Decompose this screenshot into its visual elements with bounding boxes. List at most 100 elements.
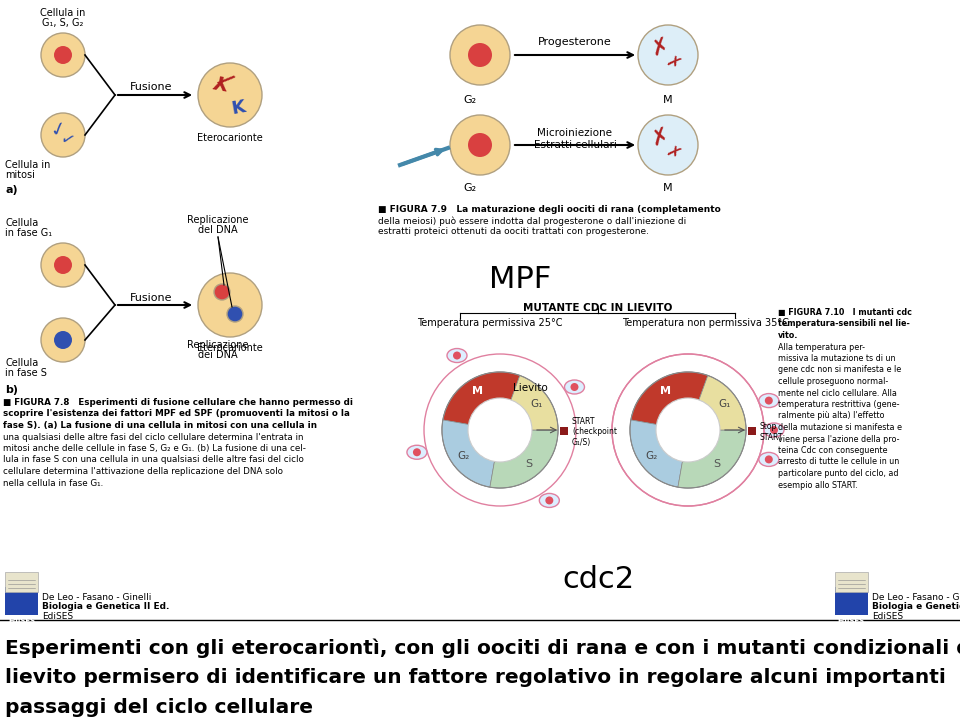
Text: nella cellula in fase G₁.: nella cellula in fase G₁. xyxy=(3,479,104,487)
Circle shape xyxy=(765,397,773,405)
Text: ■ FIGURA 7.8   Esperimenti di fusione cellulare che hanno permesso di: ■ FIGURA 7.8 Esperimenti di fusione cell… xyxy=(3,398,353,407)
Circle shape xyxy=(198,273,262,337)
Text: cdc2: cdc2 xyxy=(562,565,634,594)
Text: ✗: ✗ xyxy=(662,52,684,74)
Text: S: S xyxy=(525,460,533,469)
Text: Biologia e Genetica II Ed.: Biologia e Genetica II Ed. xyxy=(872,602,960,611)
Text: della mutazione si manifesta e: della mutazione si manifesta e xyxy=(778,423,902,432)
Wedge shape xyxy=(630,420,688,487)
Text: ✗: ✗ xyxy=(662,142,684,164)
Circle shape xyxy=(214,284,230,300)
Circle shape xyxy=(638,115,698,175)
Circle shape xyxy=(453,351,461,359)
Text: Estratti cellulari: Estratti cellulari xyxy=(534,140,616,150)
Text: START
(checkpoint
G₁/S): START (checkpoint G₁/S) xyxy=(572,417,617,447)
Text: Eterocarionte: Eterocarionte xyxy=(197,343,263,353)
Circle shape xyxy=(770,426,778,434)
Text: EdiSES: EdiSES xyxy=(872,612,903,621)
Text: EdiSES: EdiSES xyxy=(8,618,36,624)
Text: temperatura-sensibili nel lie-: temperatura-sensibili nel lie- xyxy=(778,320,910,328)
Text: De Leo - Fasano - Ginelli: De Leo - Fasano - Ginelli xyxy=(872,593,960,602)
Text: Fusione: Fusione xyxy=(130,293,173,303)
Text: gene cdc non si manifesta e le: gene cdc non si manifesta e le xyxy=(778,366,901,375)
Text: EdiSES: EdiSES xyxy=(42,612,73,621)
Wedge shape xyxy=(442,420,500,487)
Text: mitosi: mitosi xyxy=(5,170,35,180)
Text: Microiniezione: Microiniezione xyxy=(538,128,612,138)
Bar xyxy=(748,427,756,435)
Text: estratti proteici ottenuti da oociti trattati con progesterone.: estratti proteici ottenuti da oociti tra… xyxy=(378,227,649,236)
Ellipse shape xyxy=(564,380,585,394)
Circle shape xyxy=(41,243,85,287)
Circle shape xyxy=(545,497,553,505)
Text: S: S xyxy=(713,460,721,469)
Text: lula in fase S con una cellula in una qualsiasi delle altre fasi del ciclo: lula in fase S con una cellula in una qu… xyxy=(3,455,304,464)
Text: in fase G₁: in fase G₁ xyxy=(5,228,52,238)
Ellipse shape xyxy=(447,348,467,362)
Circle shape xyxy=(450,115,510,175)
Text: della meiosi) può essere indotta dal progesterone o dall'iniezione di: della meiosi) può essere indotta dal pro… xyxy=(378,216,686,226)
Text: Cellula in: Cellula in xyxy=(5,160,50,170)
Bar xyxy=(835,572,868,592)
Text: M: M xyxy=(660,386,671,396)
Text: Replicazione: Replicazione xyxy=(187,215,249,225)
Bar xyxy=(560,427,568,435)
Text: cellulare determina l'attivazione della replicazione del DNA solo: cellulare determina l'attivazione della … xyxy=(3,467,283,476)
Text: fase S). (a) La fusione di una cellula in mitosi con una cellula in: fase S). (a) La fusione di una cellula i… xyxy=(3,421,317,430)
Text: Replicazione: Replicazione xyxy=(187,340,249,350)
Text: mente nel ciclo cellulare. Alla: mente nel ciclo cellulare. Alla xyxy=(778,388,897,398)
Circle shape xyxy=(54,331,72,349)
Circle shape xyxy=(227,306,243,322)
Text: ✗: ✗ xyxy=(648,35,672,59)
Text: ralmente più alta) l'effetto: ralmente più alta) l'effetto xyxy=(778,411,884,421)
Text: M: M xyxy=(472,386,483,396)
Text: G₂: G₂ xyxy=(457,451,469,461)
Text: ✓: ✓ xyxy=(48,119,68,141)
Text: Cellula in: Cellula in xyxy=(40,8,85,18)
Circle shape xyxy=(413,448,420,456)
Text: ✓: ✓ xyxy=(58,129,77,151)
Text: Eterocarionte: Eterocarionte xyxy=(197,133,263,143)
Circle shape xyxy=(442,372,558,488)
Text: EdiSES: EdiSES xyxy=(837,618,864,624)
Circle shape xyxy=(638,25,698,85)
Text: Cellula: Cellula xyxy=(5,218,38,228)
Text: teina Cdc con conseguente: teina Cdc con conseguente xyxy=(778,446,887,455)
Bar xyxy=(5,572,38,592)
Circle shape xyxy=(630,372,746,488)
Text: Stop
START: Stop START xyxy=(760,422,783,442)
Bar xyxy=(5,587,38,615)
Text: MPF: MPF xyxy=(489,265,551,294)
Text: G₂: G₂ xyxy=(464,95,476,105)
Wedge shape xyxy=(443,372,519,430)
Circle shape xyxy=(468,43,492,67)
Wedge shape xyxy=(490,430,558,488)
Circle shape xyxy=(468,133,492,157)
Bar xyxy=(835,587,868,615)
Text: arresto di tutte le cellule in un: arresto di tutte le cellule in un xyxy=(778,458,900,466)
Circle shape xyxy=(656,398,720,462)
Circle shape xyxy=(41,113,85,157)
Text: del DNA: del DNA xyxy=(198,225,238,235)
Text: mitosi anche delle cellule in fase S, G₂ e G₁. (b) La fusione di una cel-: mitosi anche delle cellule in fase S, G₂… xyxy=(3,444,306,453)
Circle shape xyxy=(54,46,72,64)
Text: MUTANTE CDC IN LIEVITO: MUTANTE CDC IN LIEVITO xyxy=(523,303,673,313)
Text: G₁: G₁ xyxy=(719,399,732,409)
Text: G₂: G₂ xyxy=(464,183,476,193)
Wedge shape xyxy=(688,375,746,430)
Text: Biologia e Genetica II Ed.: Biologia e Genetica II Ed. xyxy=(42,602,169,611)
Wedge shape xyxy=(631,372,708,430)
Text: Alla temperatura per-: Alla temperatura per- xyxy=(778,343,865,351)
Circle shape xyxy=(198,63,262,127)
Ellipse shape xyxy=(407,445,427,459)
Text: Lievito: Lievito xyxy=(513,383,547,393)
Text: M: M xyxy=(663,95,673,105)
Text: temperatura restrittiva (gene-: temperatura restrittiva (gene- xyxy=(778,400,900,409)
Text: lievito permisero di identificare un fattore regolativo in regolare alcuni impor: lievito permisero di identificare un fat… xyxy=(5,668,946,687)
Text: vito.: vito. xyxy=(778,331,799,340)
Ellipse shape xyxy=(758,453,779,466)
Text: b): b) xyxy=(5,385,18,395)
Text: scoprire l'esistenza dei fattori MPF ed SPF (promuoventi la mitosi o la: scoprire l'esistenza dei fattori MPF ed … xyxy=(3,409,349,419)
Text: K: K xyxy=(229,98,247,118)
Text: Esperimenti con gli eterocariontì, con gli oociti di rana e con i mutanti condiz: Esperimenti con gli eterocariontì, con g… xyxy=(5,638,960,657)
